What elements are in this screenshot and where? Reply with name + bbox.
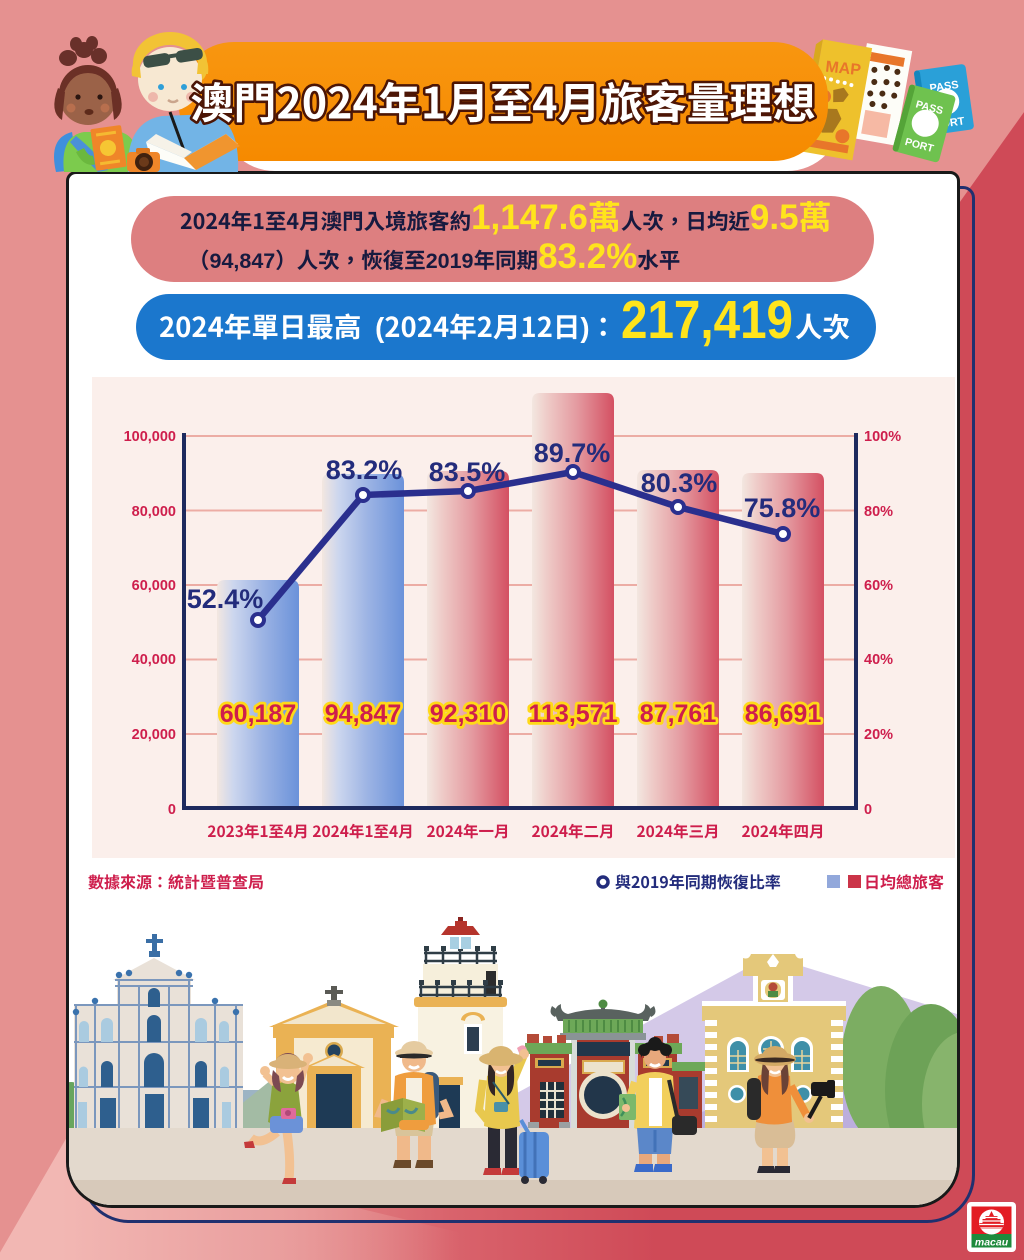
svg-text:40,000: 40,000: [132, 652, 176, 668]
svg-text:100,000: 100,000: [124, 429, 176, 445]
svg-text:83.5%: 83.5%: [429, 457, 506, 487]
svg-text:92,310: 92,310: [430, 700, 506, 728]
svg-text:9.5: 9.5: [750, 198, 799, 237]
svg-text:20%: 20%: [864, 727, 893, 743]
svg-text:83.2%: 83.2%: [326, 455, 403, 485]
svg-text:83.2%: 83.2%: [538, 237, 637, 276]
svg-text:2019: 2019: [426, 249, 474, 273]
svg-text:94,847: 94,847: [325, 700, 401, 728]
svg-text:20,000: 20,000: [132, 727, 176, 743]
svg-text:80.3%: 80.3%: [641, 468, 718, 498]
svg-text:86,691: 86,691: [745, 700, 822, 728]
svg-text:100%: 100%: [864, 429, 901, 445]
svg-text:40%: 40%: [864, 652, 893, 668]
svg-text:80%: 80%: [864, 504, 893, 520]
svg-text:(: (: [375, 312, 385, 343]
svg-text:87,761: 87,761: [640, 700, 717, 728]
svg-text:80,000: 80,000: [132, 504, 176, 520]
svg-text:60%: 60%: [864, 578, 893, 594]
svg-text:89.7%: 89.7%: [534, 438, 611, 468]
svg-text:60,187: 60,187: [220, 700, 296, 728]
svg-text:MAP: MAP: [825, 59, 862, 80]
svg-text:1,147.6: 1,147.6: [471, 198, 588, 237]
svg-text:60,000: 60,000: [132, 578, 176, 594]
svg-text:PASS: PASS: [929, 79, 960, 95]
svg-text:0: 0: [168, 802, 176, 818]
svg-text:217,419: 217,419: [621, 290, 793, 350]
svg-text:macau: macau: [975, 1237, 1009, 1249]
svg-text:75.8%: 75.8%: [744, 493, 821, 523]
svg-text:113,571: 113,571: [529, 700, 618, 728]
svg-text:0: 0: [864, 802, 872, 818]
svg-text:): ): [580, 312, 589, 343]
svg-text:94,847: 94,847: [210, 249, 276, 273]
svg-text:52.4%: 52.4%: [187, 584, 264, 614]
